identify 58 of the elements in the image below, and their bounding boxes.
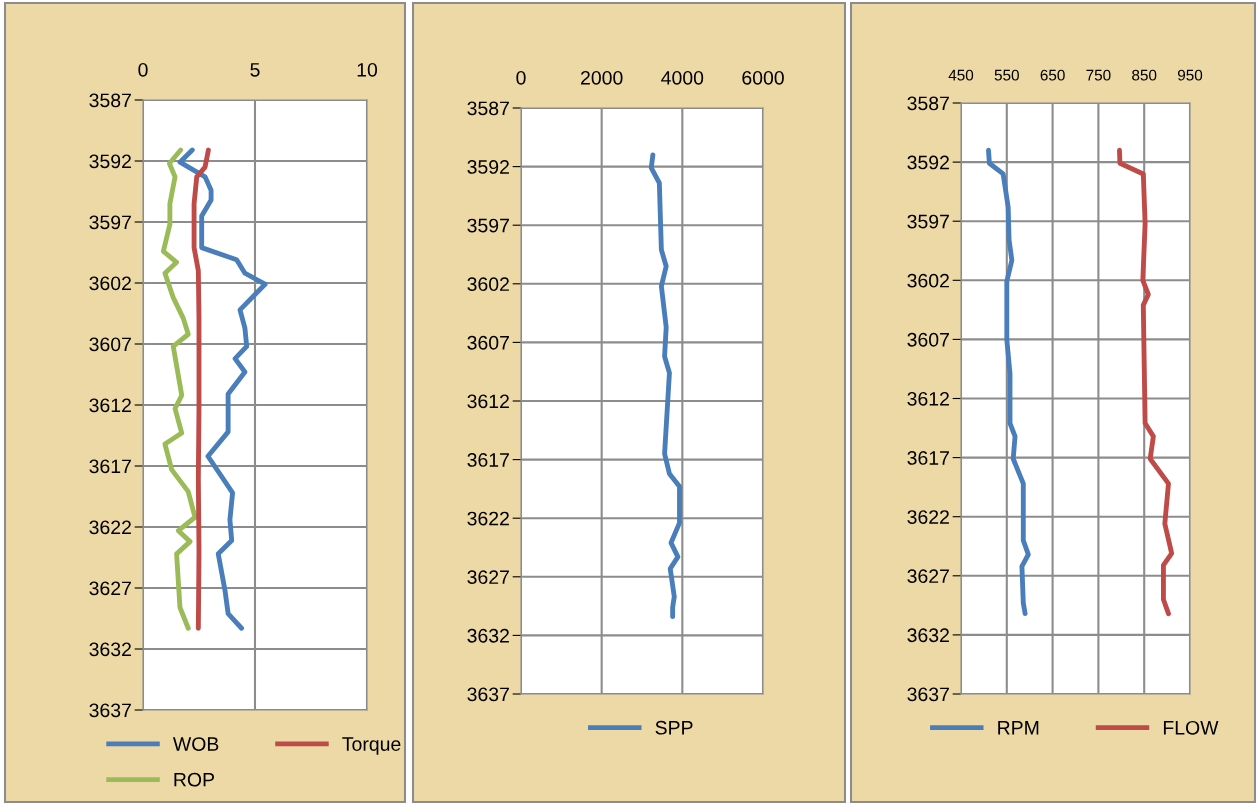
x-tick-label: 6000 bbox=[742, 70, 784, 85]
x-tick-label: 4000 bbox=[661, 70, 704, 85]
x-tick-label: 750 bbox=[1086, 69, 1111, 81]
y-tick-label: 3637 bbox=[467, 687, 509, 702]
legend-label: ROP bbox=[174, 772, 214, 787]
line-series bbox=[986, 147, 1031, 617]
x-tick-label: 550 bbox=[994, 69, 1019, 81]
y-tick-label: 3607 bbox=[89, 337, 131, 352]
line-series bbox=[160, 147, 198, 631]
x-tick-label: 10 bbox=[357, 62, 378, 77]
y-tick-label: 3637 bbox=[89, 703, 131, 718]
x-tick-label: 850 bbox=[1132, 69, 1157, 81]
legend-label: WOB bbox=[172, 737, 219, 751]
x-tick-label: 5 bbox=[250, 63, 260, 77]
y-tick-label: 3597 bbox=[89, 215, 131, 230]
y-tick-label: 3632 bbox=[907, 628, 949, 643]
y-tick-label: 3587 bbox=[467, 101, 509, 116]
y-tick-label: 3622 bbox=[907, 510, 949, 524]
legend-label: Torque bbox=[342, 737, 401, 755]
y-tick-label: 3592 bbox=[907, 155, 949, 170]
y-tick-label: 3607 bbox=[907, 332, 949, 347]
x-tick-label: 0 bbox=[138, 62, 148, 77]
y-tick-label: 3627 bbox=[467, 570, 509, 585]
line-series bbox=[1117, 147, 1175, 617]
y-tick-label: 3607 bbox=[467, 335, 509, 350]
y-tick-label: 3592 bbox=[89, 154, 131, 169]
legend-label: FLOW bbox=[1163, 720, 1219, 735]
legend-label: RPM bbox=[998, 721, 1039, 735]
x-tick-label: 650 bbox=[1040, 69, 1065, 81]
y-tick-label: 3627 bbox=[907, 569, 949, 584]
y-tick-label: 3622 bbox=[89, 520, 131, 535]
y-tick-label: 3612 bbox=[907, 391, 949, 406]
y-tick-label: 3592 bbox=[467, 160, 509, 174]
y-tick-label: 3602 bbox=[467, 277, 509, 292]
y-tick-label: 3617 bbox=[89, 459, 131, 474]
x-tick-label: 0 bbox=[516, 70, 526, 85]
y-tick-label: 3637 bbox=[907, 687, 949, 702]
legend-label: SPP bbox=[655, 720, 693, 735]
y-tick-label: 3597 bbox=[467, 218, 509, 233]
x-tick-label: 2000 bbox=[581, 70, 623, 85]
y-tick-label: 3587 bbox=[89, 93, 131, 108]
line-series bbox=[648, 152, 682, 620]
y-tick-label: 3612 bbox=[467, 394, 509, 409]
y-tick-label: 3612 bbox=[89, 398, 131, 413]
y-tick-label: 3617 bbox=[467, 453, 509, 467]
x-tick-label: 950 bbox=[1177, 69, 1203, 81]
y-tick-label: 3627 bbox=[89, 581, 131, 596]
x-tick-label: 450 bbox=[948, 69, 974, 81]
y-tick-label: 3622 bbox=[467, 511, 509, 526]
y-tick-label: 3587 bbox=[907, 96, 949, 111]
y-tick-label: 3617 bbox=[907, 451, 949, 465]
line-series bbox=[191, 147, 211, 631]
line-series bbox=[177, 147, 268, 631]
y-tick-label: 3602 bbox=[907, 273, 949, 288]
y-tick-label: 3632 bbox=[89, 642, 131, 657]
y-tick-label: 3597 bbox=[907, 214, 949, 229]
y-tick-label: 3632 bbox=[467, 628, 509, 643]
y-tick-label: 3602 bbox=[89, 276, 131, 291]
